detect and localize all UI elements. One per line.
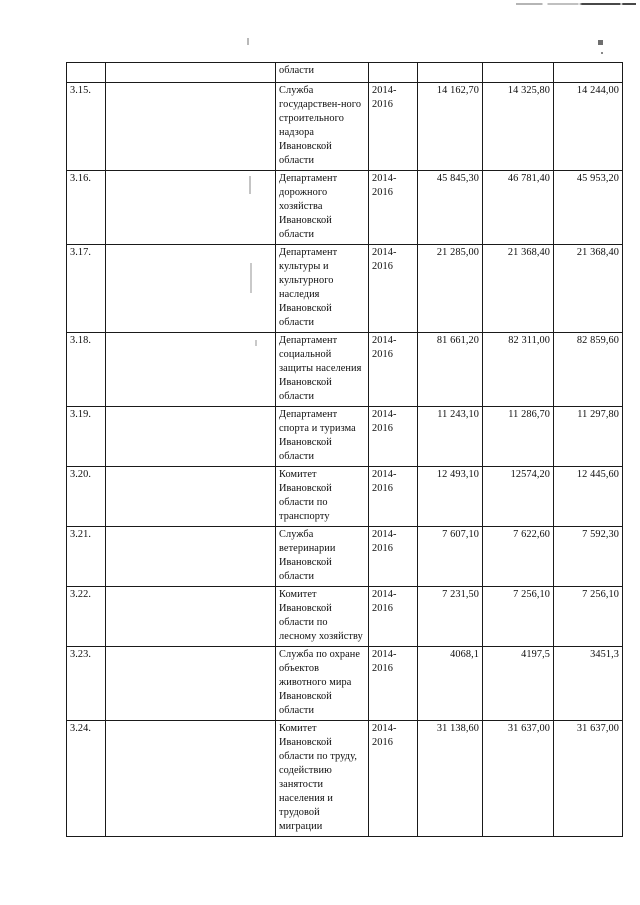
- cell-index: 3.16.: [66, 170, 106, 245]
- cell-index: 3.15.: [66, 82, 106, 171]
- cell-blank: [105, 82, 276, 171]
- cell-value-2: 46 781,40: [482, 170, 554, 245]
- cell-value-3: 7 592,30: [553, 526, 623, 587]
- cell-index: 3.21.: [66, 526, 106, 587]
- cell-organization: Департамент социальной защиты населения …: [275, 332, 369, 407]
- cell-years: 2014-2016: [368, 720, 418, 837]
- appropriations-table: области 3.15. Служба государствен-ного ст…: [66, 62, 623, 837]
- cell-value-1: 14 162,70: [417, 82, 483, 171]
- cell-value-1: 4068,1: [417, 646, 483, 721]
- cell-years: [368, 62, 418, 83]
- cell-blank: [105, 244, 276, 333]
- cell-blank: [105, 586, 276, 647]
- cell-value-3: 45 953,20: [553, 170, 623, 245]
- cell-index: [66, 62, 106, 83]
- table-row: 3.15. Служба государствен-ного строительн…: [66, 82, 623, 171]
- cell-blank: [105, 466, 276, 527]
- cell-organization: Департамент культуры и культурного насле…: [275, 244, 369, 333]
- cell-years: 2014-2016: [368, 526, 418, 587]
- table-row: 3.23. Служба по охране объектов животного…: [66, 646, 623, 721]
- cell-blank: [105, 406, 276, 467]
- cell-value-1: 81 661,20: [417, 332, 483, 407]
- table-row: 3.22. Комитет Ивановской области по лесно…: [66, 586, 623, 647]
- cell-value-2: 82 311,00: [482, 332, 554, 407]
- cell-index: 3.17.: [66, 244, 106, 333]
- cell-index: 3.24.: [66, 720, 106, 837]
- cell-value-1: 31 138,60: [417, 720, 483, 837]
- cell-value-2: 7 622,60: [482, 526, 554, 587]
- cell-index: 3.18.: [66, 332, 106, 407]
- cell-value-2: 4197,5: [482, 646, 554, 721]
- cell-value-1: 7 231,50: [417, 586, 483, 647]
- cell-years: 2014-2016: [368, 586, 418, 647]
- cell-organization: Комитет Ивановской области по лесному хо…: [275, 586, 369, 647]
- cell-value-2: 14 325,80: [482, 82, 554, 171]
- cell-years: 2014-2016: [368, 406, 418, 467]
- cell-value-1: [417, 62, 483, 83]
- cell-value-1: 11 243,10: [417, 406, 483, 467]
- table-row-continuation: области: [66, 62, 623, 83]
- scan-artifact-speck: [598, 40, 603, 45]
- cell-index: 3.23.: [66, 646, 106, 721]
- table-row: 3.17. Департамент культуры и культурного …: [66, 244, 623, 333]
- cell-value-1: 45 845,30: [417, 170, 483, 245]
- cell-value-3: 3451,3: [553, 646, 623, 721]
- cell-years: 2014-2016: [368, 332, 418, 407]
- cell-value-3: 11 297,80: [553, 406, 623, 467]
- cell-value-2: 31 637,00: [482, 720, 554, 837]
- cell-blank: [105, 170, 276, 245]
- cell-organization: области: [275, 62, 369, 83]
- cell-value-1: 21 285,00: [417, 244, 483, 333]
- cell-organization: Служба по охране объектов животного мира…: [275, 646, 369, 721]
- cell-organization: Служба ветеринарии Ивановской области: [275, 526, 369, 587]
- cell-value-3: 31 637,00: [553, 720, 623, 837]
- cell-years: 2014-2016: [368, 82, 418, 171]
- cell-value-1: 7 607,10: [417, 526, 483, 587]
- cell-index: 3.22.: [66, 586, 106, 647]
- cell-organization: Комитет Ивановской области по транспорту: [275, 466, 369, 527]
- cell-value-1: 12 493,10: [417, 466, 483, 527]
- cell-value-3: 7 256,10: [553, 586, 623, 647]
- cell-value-3: 14 244,00: [553, 82, 623, 171]
- cell-value-3: 21 368,40: [553, 244, 623, 333]
- table-row: 3.20. Комитет Ивановской области по транс…: [66, 466, 623, 527]
- cell-value-2: 21 368,40: [482, 244, 554, 333]
- cell-years: 2014-2016: [368, 466, 418, 527]
- cell-value-3: 82 859,60: [553, 332, 623, 407]
- table-row: 3.19. Департамент спорта и туризма Иванов…: [66, 406, 623, 467]
- scan-artifact-dust: [247, 38, 249, 45]
- cell-value-3: [553, 62, 623, 83]
- cell-years: 2014-2016: [368, 244, 418, 333]
- cell-blank: [105, 720, 276, 837]
- scan-artifact-speck: [601, 52, 603, 54]
- cell-years: 2014-2016: [368, 170, 418, 245]
- table-row: 3.18. Департамент социальной защиты насел…: [66, 332, 623, 407]
- cell-index: 3.20.: [66, 466, 106, 527]
- table-row: 3.21. Служба ветеринарии Ивановской облас…: [66, 526, 623, 587]
- cell-organization: Департамент спорта и туризма Ивановской …: [275, 406, 369, 467]
- cell-blank: [105, 332, 276, 407]
- table-body: области 3.15. Служба государствен-ного ст…: [66, 62, 623, 837]
- cell-blank: [105, 526, 276, 587]
- cell-value-2: 11 286,70: [482, 406, 554, 467]
- cell-organization: Департамент дорожного хозяйства Ивановск…: [275, 170, 369, 245]
- cell-blank: [105, 646, 276, 721]
- cell-blank: [105, 62, 276, 83]
- cell-value-3: 12 445,60: [553, 466, 623, 527]
- cell-value-2: [482, 62, 554, 83]
- table-row: 3.24. Комитет Ивановской области по труду…: [66, 720, 623, 837]
- table-row: 3.16. Департамент дорожного хозяйства Ива…: [66, 170, 623, 245]
- cell-value-2: 12574,20: [482, 466, 554, 527]
- scan-artifact-streak: [516, 3, 636, 5]
- cell-organization: Комитет Ивановской области по труду, сод…: [275, 720, 369, 837]
- cell-value-2: 7 256,10: [482, 586, 554, 647]
- cell-years: 2014-2016: [368, 646, 418, 721]
- cell-organization: Служба государствен-ного строительного н…: [275, 82, 369, 171]
- cell-index: 3.19.: [66, 406, 106, 467]
